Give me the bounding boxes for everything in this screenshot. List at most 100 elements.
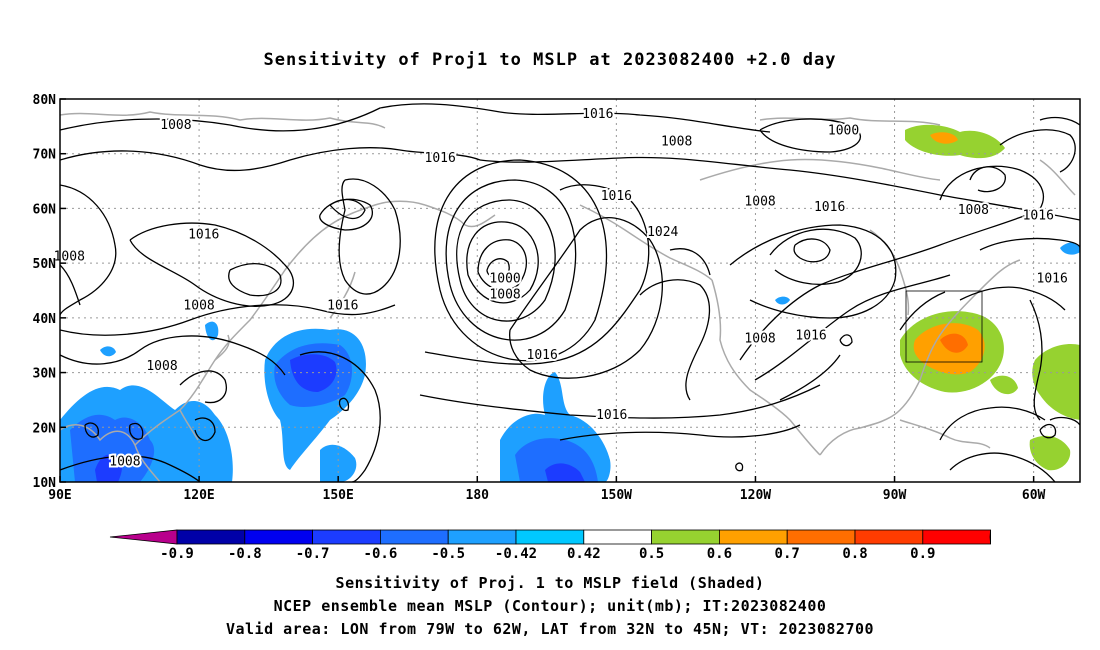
colorbar-label: 0.5 [639,546,664,562]
lon-tick-label: 150E [323,488,354,503]
mslp-contour-line [979,237,1080,251]
coastline [899,419,991,449]
contour-label: 1008 [109,455,140,470]
mslp-contour-line [1049,416,1080,426]
sensitivity-patch [804,461,815,475]
lon-tick-label: 60W [1022,488,1046,503]
mslp-contour-line [129,422,144,440]
coastline [919,259,1021,381]
mslp-contour-line [669,248,711,276]
lon-tick-label: 90W [883,488,907,503]
contour-label: 1016 [425,151,456,166]
mslp-contour-line [319,198,373,231]
colorbar-segment [922,529,991,545]
mslp-contour-line [1039,423,1057,439]
contour-label: 1008 [661,135,692,150]
lat-tick-label: 80N [33,93,57,108]
mslp-contour-line [84,422,99,438]
mslp-contour-line [60,455,201,482]
contour-label: 1008 [958,203,989,218]
colorbar-label: -0.7 [296,546,330,562]
sensitivity-patch [930,132,958,144]
sensitivity-patch [860,420,876,434]
mslp-contour-line [60,335,286,376]
contour-label: 1000 [489,271,520,286]
footer-line-2: NCEP ensemble mean MSLP (Contour); unit(… [273,597,827,615]
contour-label: 1016 [601,189,632,204]
mslp-contour-line [969,166,1006,193]
contour-label: 1016 [1023,208,1054,223]
sensitivity-patch [850,218,866,225]
coastline [711,279,821,456]
footer-line-3: Valid area: LON from 79W to 62W, LAT fro… [225,620,875,638]
valid-area-box [905,290,983,363]
mslp-contour-line [793,238,831,263]
coastline [579,204,713,281]
mslp-contour-line [509,217,663,379]
lat-tick-label: 50N [33,257,57,272]
coastline [1039,159,1076,196]
mslp-contour-line [759,118,862,153]
mslp-contour-line [999,129,1076,173]
colorbar-label: 0.8 [842,546,867,562]
coastline [869,229,910,316]
colorbar: -0.9 -0.8 -0.7 -0.6 -0.5 -0.42 0.42 0.5 0.6 0.7 0.… [109,529,991,562]
mslp-contour-line [486,258,510,279]
mslp-contour-line [60,147,481,172]
mslp-contour-line [769,228,862,285]
mslp-contour-line [60,184,117,316]
colorbar-segment [719,529,788,545]
mslp-contour-line [456,199,556,322]
sensitivity-patch [775,296,790,305]
lat-tick-label: 20N [33,421,57,436]
contour-label: 1008 [183,299,214,314]
coastline [60,111,386,129]
sensitivity-patch [580,207,612,224]
sensitivity-patch [70,414,155,482]
lat-tick-label: 40N [33,312,57,327]
contour-label: 1016 [795,329,826,344]
mslp-contour-line [129,222,294,307]
mslp-contour-line [338,178,401,295]
colorbar-segment [447,529,517,545]
sensitivity-patch [60,208,75,222]
contour-label: 1008 [744,195,775,210]
mslp-contour-line [959,286,1066,311]
lat-tick-label: 60N [33,202,57,217]
mslp-contour-line [754,274,951,381]
colorbar-segment [312,529,381,545]
lon-tick-label: 120W [740,488,771,503]
lon-tick-label: 90E [48,488,71,503]
mslp-contour-line [735,462,744,472]
contour-label: 1016 [814,200,845,215]
mslp-contour-line [1029,299,1043,421]
sensitivity-patch [1060,242,1080,255]
colorbar-label: -0.42 [495,546,537,562]
mslp-contour-line [194,417,216,442]
contour-label: 1008 [489,288,520,303]
contour-label: 1016 [582,107,613,122]
mslp-contour-line [779,354,841,401]
mslp-contour-line [445,179,577,341]
colorbar-end-high [989,529,991,545]
contour-label: 1008 [146,359,177,374]
sensitivity-patch [820,112,880,126]
contour-label: 1016 [1037,271,1068,286]
sensitivity-shading [60,112,1080,482]
contour-label: 1000 [828,124,859,139]
mslp-contour-line [939,165,1044,216]
mslp-contour-line [299,351,381,482]
coastline [759,117,941,126]
mslp-contour-line [434,159,608,362]
coastline [214,334,230,361]
mslp-contour-line [939,406,1046,441]
mslp-contour-line [60,304,396,336]
mslp-contour-line [477,239,528,291]
sensitivity-patch [95,454,123,482]
contour-label: 1016 [596,408,627,423]
colorbar-segment [244,529,314,545]
colorbar-segment [786,529,856,545]
colorbar-label: 0.42 [567,546,601,562]
mslp-contour-line [60,103,501,132]
sensitivity-patch [290,354,337,392]
